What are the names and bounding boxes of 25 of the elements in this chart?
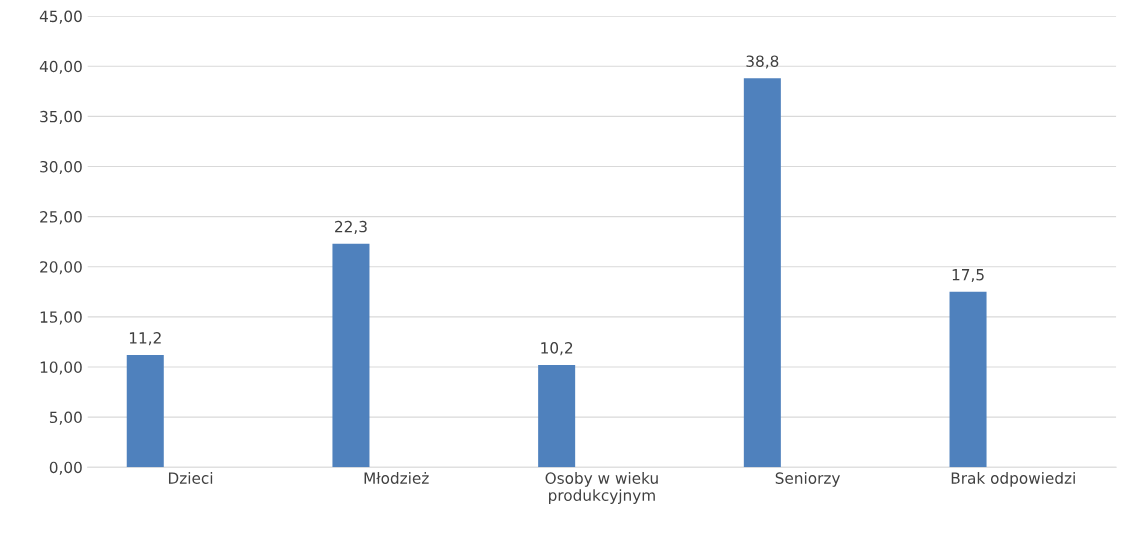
y-tick-label: 15,00 (40, 311, 82, 325)
bar (126, 354, 164, 468)
data-label: 22,3 (335, 220, 367, 234)
y-tick-label: 35,00 (40, 110, 82, 124)
y-tick-label: 40,00 (39, 60, 82, 74)
y-tick-label: 45,00 (39, 10, 82, 24)
data-label: 17,5 (952, 269, 984, 283)
x-tick-label: Osoby w wieku produkcyjnym (545, 472, 658, 504)
data-label: 11,2 (129, 332, 161, 346)
bar (332, 243, 370, 468)
y-tick-label: 25,00 (40, 211, 82, 225)
x-tick-label: Brak odpowiedzi (951, 472, 1075, 487)
y-tick-label: 10,00 (40, 361, 82, 375)
bar (949, 291, 987, 468)
y-tick-label: 20,00 (40, 261, 82, 275)
data-label: 10,2 (541, 342, 573, 356)
y-tick-label: 5,00 (49, 411, 82, 425)
x-tick-label: Seniorzy (775, 472, 840, 487)
y-tick-label: 30,00 (40, 160, 82, 175)
bar (538, 364, 576, 468)
x-tick-label: Młodzież (364, 472, 429, 484)
data-label: 38,8 (746, 55, 779, 69)
x-tick-label: Dzieci (168, 472, 213, 484)
bar (743, 78, 781, 468)
y-tick-label: 0,00 (49, 461, 82, 475)
